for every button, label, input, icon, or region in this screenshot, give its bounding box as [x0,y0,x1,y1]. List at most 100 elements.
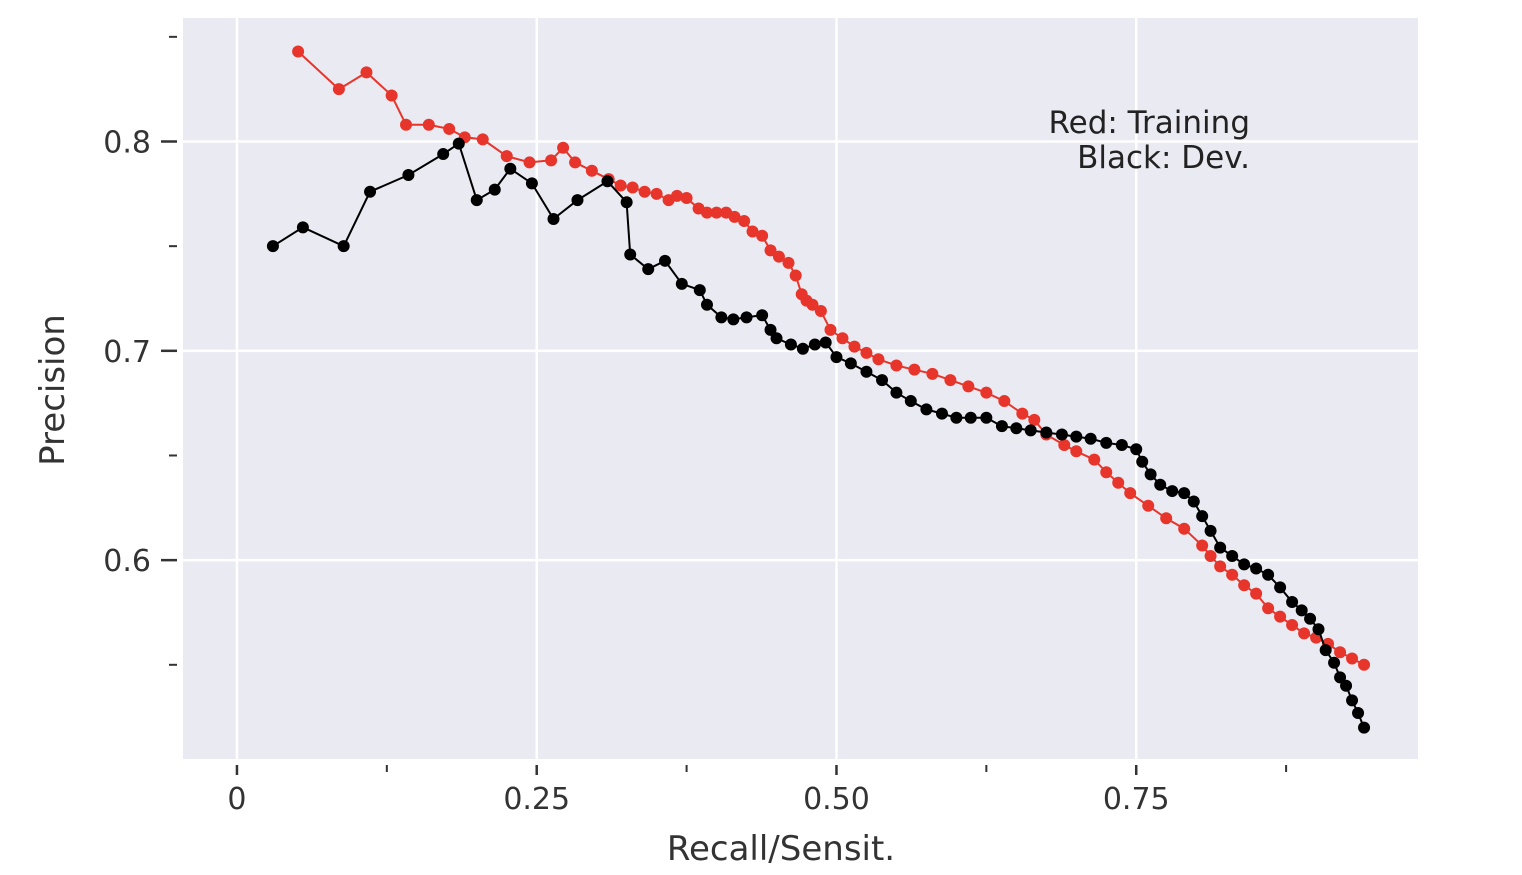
data-point [995,420,1008,433]
data-point [1286,596,1299,609]
data-point [772,250,785,263]
y-tick-label: 0.7 [103,335,151,370]
y-tick-label: 0.8 [103,126,151,161]
data-point [385,89,398,102]
data-point [296,221,309,234]
data-point [824,323,837,336]
data-point [1274,610,1287,623]
data-point [1358,721,1371,734]
data-point [944,374,957,387]
data-point [337,240,350,253]
data-point [1238,579,1251,592]
data-point [638,185,651,198]
data-point [950,411,963,424]
data-point [1160,512,1173,525]
x-tick-label: 0.75 [1103,782,1170,817]
data-point [890,386,903,399]
data-point [601,175,614,188]
data-point [1166,485,1179,498]
data-point [1319,644,1332,657]
data-point [476,133,489,146]
data-point [266,240,279,253]
data-point [819,336,832,349]
data-point [904,395,917,408]
data-point [1196,510,1209,523]
data-point [964,411,977,424]
data-point [710,206,723,219]
annotation-line-2: Black: Dev. [1077,140,1250,176]
data-point [806,298,819,311]
data-point [525,177,538,190]
data-point [675,277,688,290]
data-point [400,118,413,131]
data-point [1274,581,1287,594]
data-point [872,353,885,366]
y-axis-label: Precision [33,314,73,466]
data-point [1178,487,1191,500]
data-point [920,403,933,416]
data-point [876,374,889,387]
data-point [547,212,560,225]
data-point [693,284,706,297]
data-point [796,342,809,355]
data-point [764,323,777,336]
data-point [830,351,843,364]
data-point [890,359,903,372]
data-point [614,179,627,192]
data-point [700,206,713,219]
data-point [1144,468,1157,481]
data-point [980,411,993,424]
data-point [962,380,975,393]
data-point [292,45,305,58]
data-point [860,365,873,378]
data-point [1298,627,1311,640]
x-tick-label: 0.50 [803,782,870,817]
data-point [908,363,921,376]
x-tick-label: 0.25 [503,782,570,817]
data-point [557,141,570,154]
data-point [998,395,1011,408]
data-point [332,83,345,96]
data-point [523,156,536,169]
data-point [1358,658,1371,671]
data-point [1124,487,1137,500]
data-point [1346,652,1359,665]
data-point [1115,439,1128,452]
data-point [1334,671,1347,684]
data-point [860,346,873,359]
data-point [1226,568,1239,581]
data-point [650,187,663,200]
data-point [620,196,633,209]
data-point [1178,522,1191,535]
data-point [1070,445,1083,458]
data-point [782,256,795,269]
data-point [836,332,849,345]
data-point [470,194,483,207]
data-point [935,407,948,420]
data-point [1346,694,1359,707]
data-point [626,181,639,194]
data-point [402,168,415,181]
data-point [756,229,769,242]
data-point [585,164,598,177]
y-tick-label: 0.6 [103,544,151,579]
data-point [1304,612,1317,625]
data-point [1226,549,1239,562]
data-point [1187,495,1200,508]
data-point [659,254,672,267]
data-point [1250,587,1263,600]
data-point [680,192,693,205]
data-point [1340,679,1353,692]
data-point [728,210,741,223]
data-point [1040,426,1053,439]
data-point [844,357,857,370]
data-point [1286,619,1299,632]
data-point [364,185,377,198]
data-point [926,367,939,380]
data-point [1204,524,1217,537]
data-point [422,118,435,131]
data-point [1136,455,1149,468]
x-tick-labels: 0 0.25 0.50 0.75 [227,782,1169,817]
data-point [814,305,827,318]
